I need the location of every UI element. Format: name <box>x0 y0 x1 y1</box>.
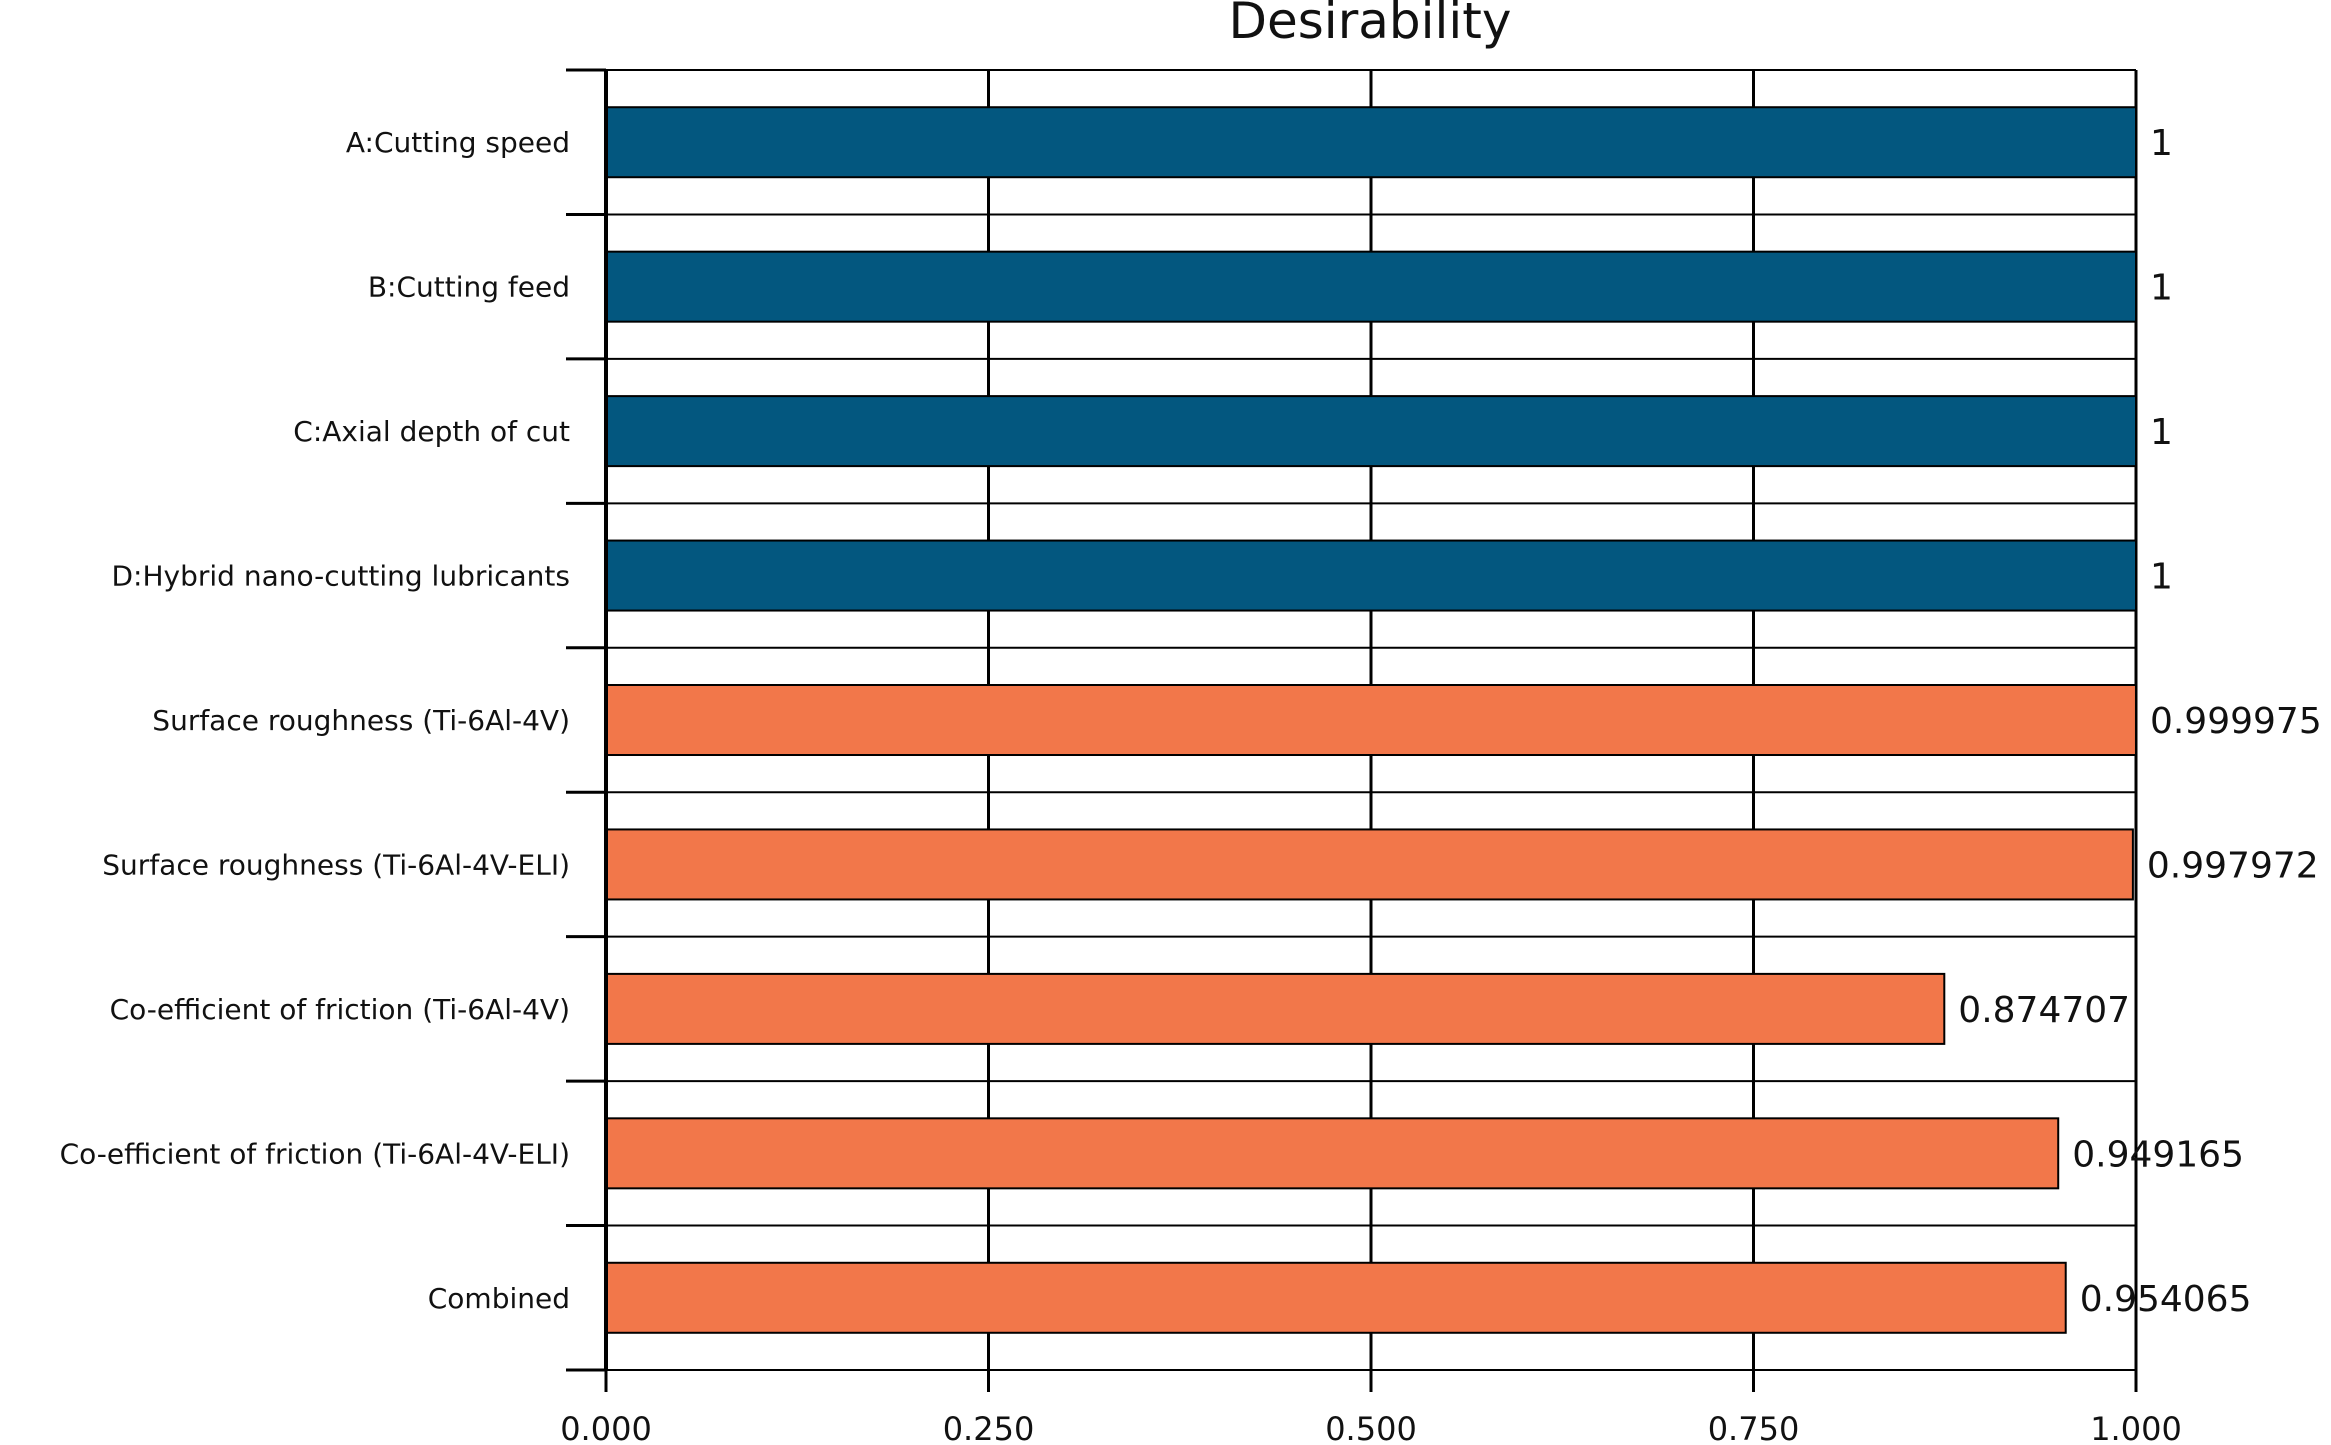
value-label: 1 <box>2150 412 2173 453</box>
value-label: 1 <box>2150 268 2173 309</box>
category-label: Combined <box>428 1282 570 1315</box>
x-tick-label: 1.000 <box>2090 1410 2182 1445</box>
axis-layer <box>566 68 2138 1392</box>
bar <box>605 828 2134 901</box>
category-label: D:Hybrid nano-cutting lubricants <box>111 560 570 593</box>
category-label: Co-efficient of friction (Ti-6Al-4V-ELI) <box>60 1137 570 1170</box>
category-label: B:Cutting feed <box>368 271 570 304</box>
x-tick-label: 0.750 <box>1708 1410 1800 1445</box>
bar <box>605 395 2137 468</box>
bar <box>605 106 2137 179</box>
category-label: Surface roughness (Ti-6Al-4V-ELI) <box>102 848 570 881</box>
category-label: Surface roughness (Ti-6Al-4V) <box>152 704 570 737</box>
x-tick-label: 0.500 <box>1325 1410 1417 1445</box>
category-label: Co-efficient of friction (Ti-6Al-4V) <box>110 993 570 1026</box>
chart-title: Desirability <box>1228 0 1511 50</box>
bar <box>605 539 2137 612</box>
value-label: 1 <box>2150 123 2173 164</box>
value-label: 0.954065 <box>2080 1279 2252 1320</box>
value-label: 1 <box>2150 557 2173 598</box>
bar <box>605 1117 2060 1190</box>
category-label: C:Axial depth of cut <box>293 415 570 448</box>
x-tick-label: 0.000 <box>560 1410 652 1445</box>
bar <box>605 1261 2067 1334</box>
value-label: 0.997972 <box>2147 845 2319 886</box>
value-label: 0.874707 <box>1958 990 2130 1031</box>
bar <box>605 250 2137 323</box>
bar <box>605 972 1946 1045</box>
label-layer: 0.000 0.250 0.500 0.750 1.000 A:Cutting speed… <box>60 123 2322 1445</box>
value-label: 0.949165 <box>2072 1134 2244 1175</box>
bar-layer <box>605 106 2137 1334</box>
x-tick-label: 0.250 <box>943 1410 1035 1445</box>
category-label: A:Cutting speed <box>346 126 570 159</box>
value-label: 0.999975 <box>2150 701 2322 742</box>
bar <box>605 684 2137 756</box>
